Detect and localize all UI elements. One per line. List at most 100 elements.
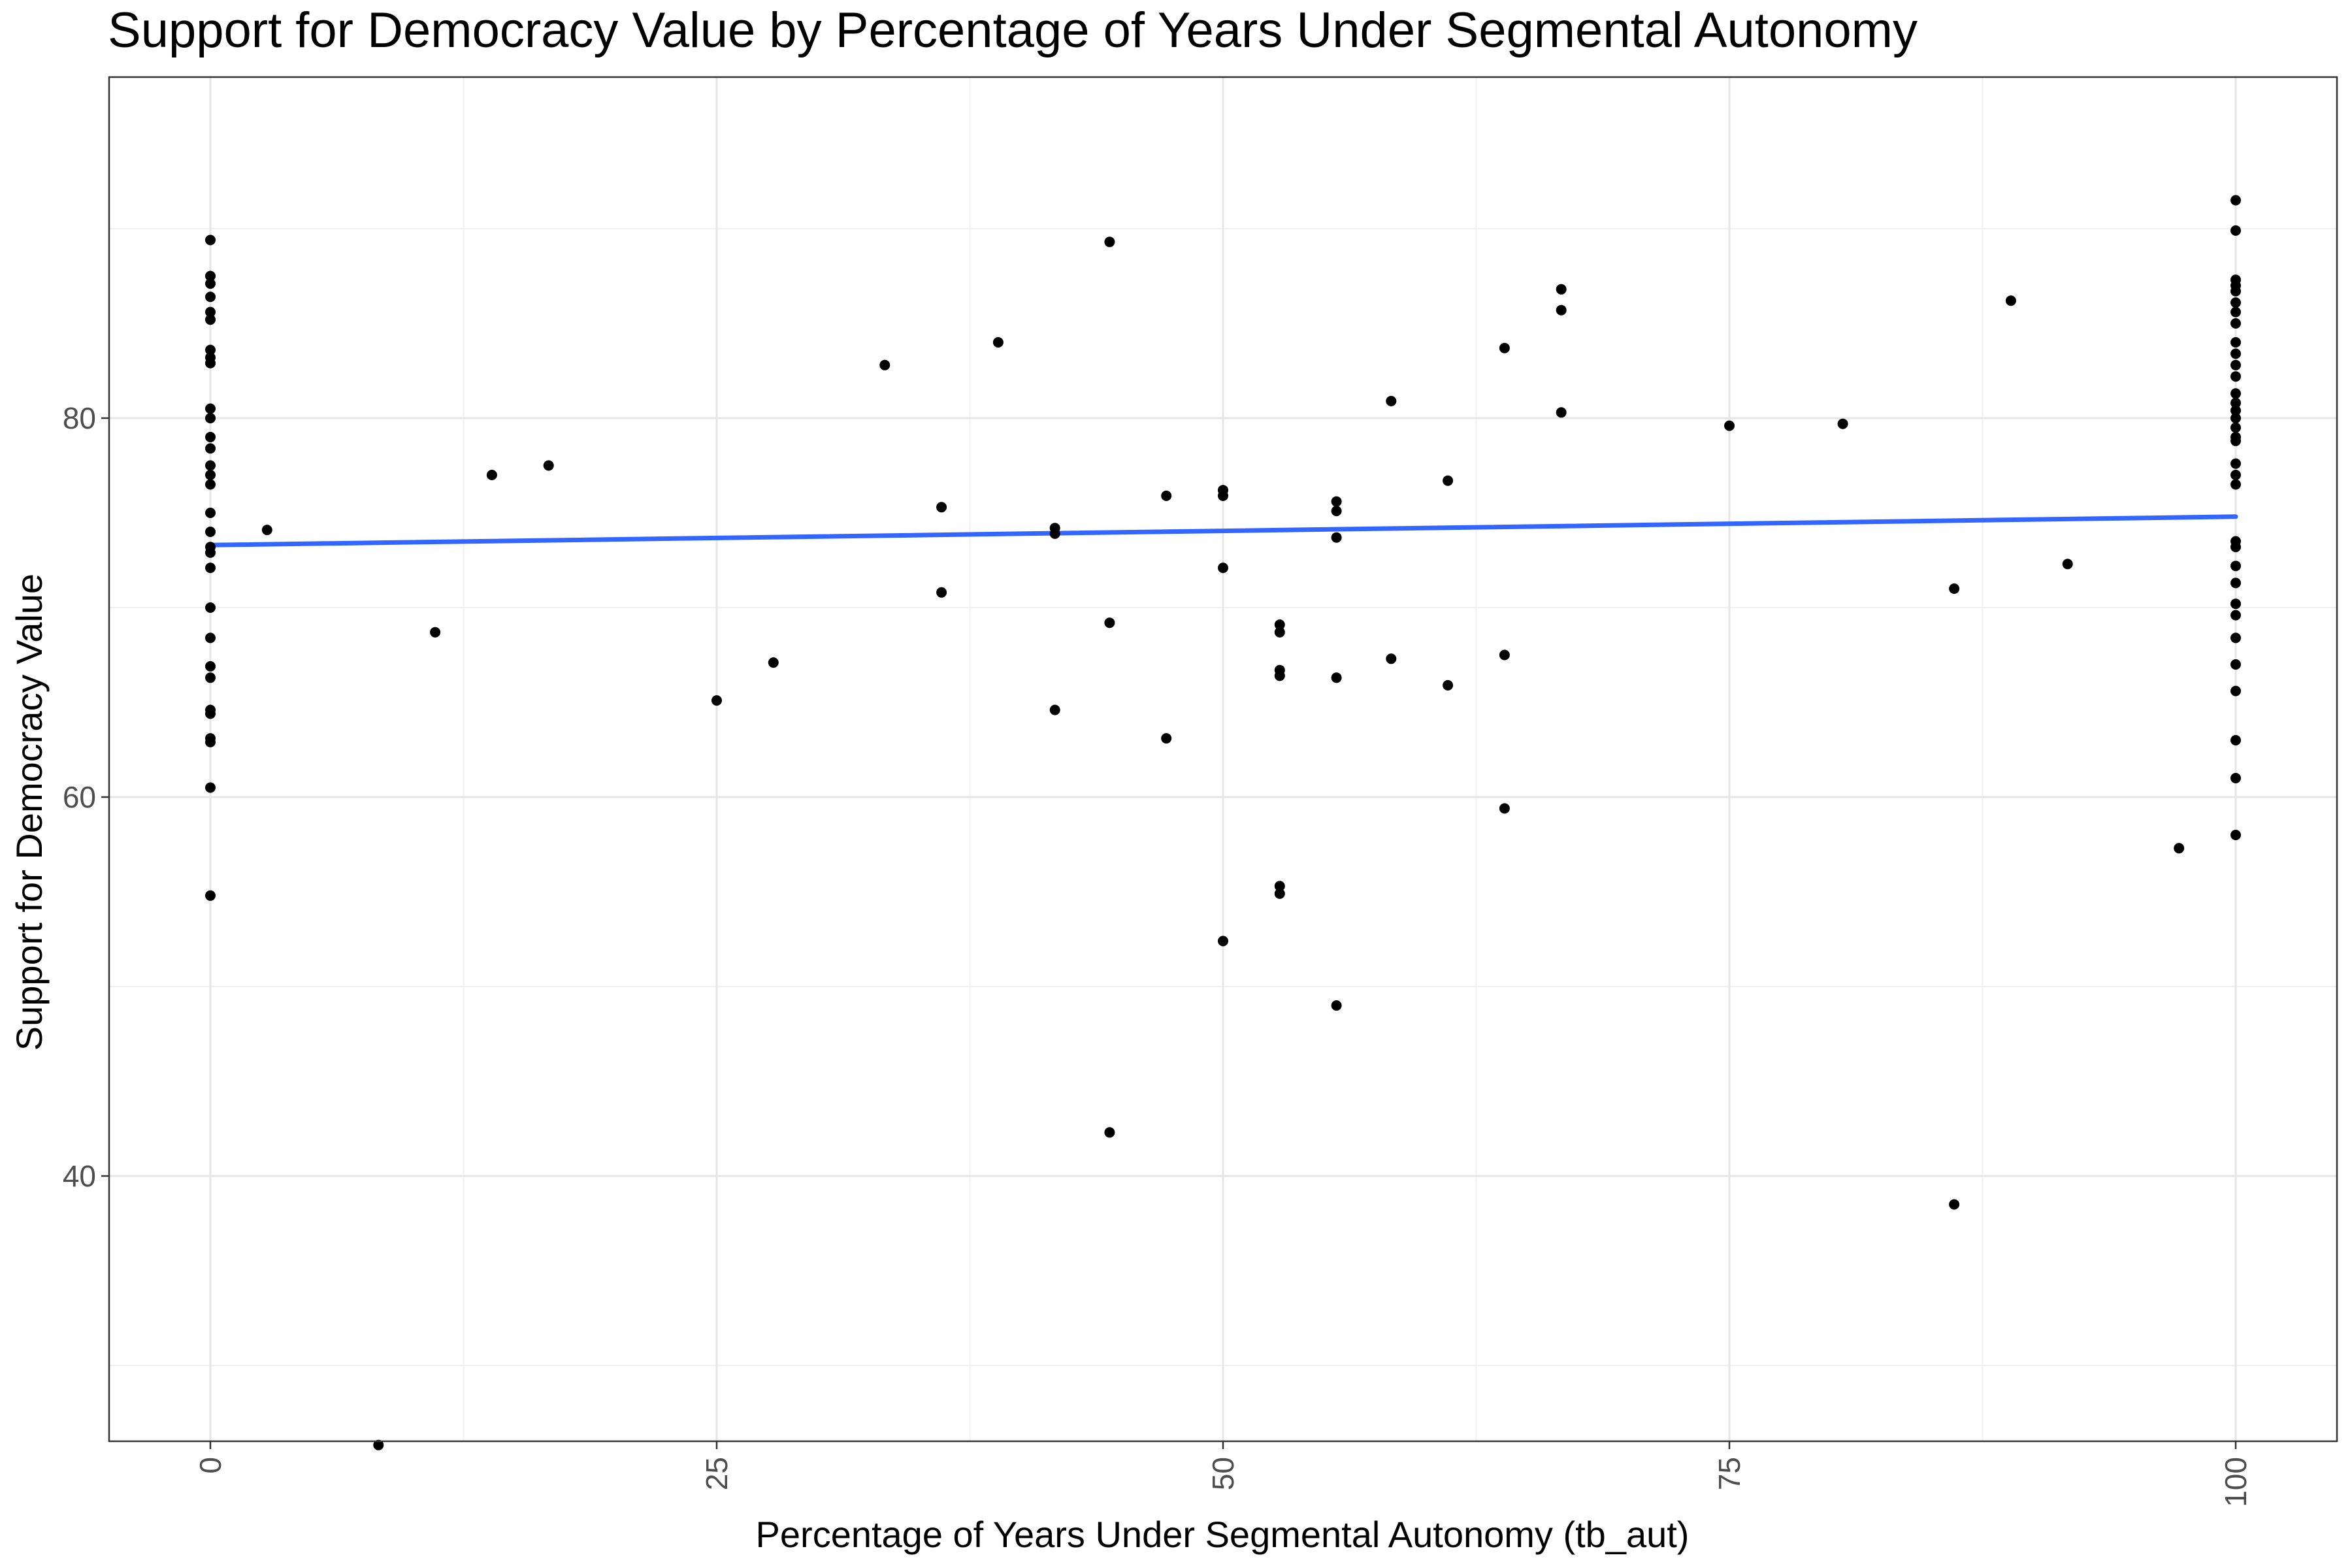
data-point bbox=[2230, 422, 2241, 433]
data-point bbox=[1443, 679, 1454, 691]
data-point bbox=[205, 527, 216, 537]
data-point bbox=[2230, 542, 2241, 553]
data-point bbox=[1331, 672, 1342, 683]
data-point bbox=[1499, 803, 1510, 814]
data-point bbox=[205, 443, 216, 454]
data-point bbox=[2230, 318, 2241, 329]
data-point bbox=[1949, 1199, 1960, 1210]
chart-title: Support for Democracy Value by Percentag… bbox=[108, 3, 1918, 58]
data-point bbox=[205, 357, 216, 368]
data-point bbox=[205, 661, 216, 672]
data-point bbox=[2230, 337, 2241, 348]
x-tick-label: 75 bbox=[1712, 1457, 1746, 1490]
data-point bbox=[205, 602, 216, 613]
data-point bbox=[2230, 359, 2241, 370]
data-point bbox=[430, 627, 441, 638]
data-point bbox=[261, 525, 272, 536]
data-point bbox=[2230, 598, 2241, 610]
data-point bbox=[205, 470, 216, 480]
data-point bbox=[373, 1439, 384, 1450]
data-point bbox=[2005, 295, 2016, 306]
data-point bbox=[205, 306, 216, 318]
data-point bbox=[1274, 619, 1285, 630]
data-point bbox=[1218, 563, 1228, 574]
data-point bbox=[768, 657, 779, 668]
data-point bbox=[2230, 435, 2241, 446]
data-point bbox=[1049, 704, 1060, 715]
data-point bbox=[205, 547, 216, 558]
data-point bbox=[2230, 286, 2241, 297]
data-point bbox=[1104, 237, 1115, 248]
data-point bbox=[2230, 610, 2241, 621]
data-point bbox=[1499, 342, 1510, 353]
data-point bbox=[205, 563, 216, 574]
data-point bbox=[1161, 490, 1172, 501]
data-point bbox=[205, 314, 216, 325]
data-point bbox=[2230, 297, 2241, 308]
data-point bbox=[205, 890, 216, 901]
data-point bbox=[2230, 735, 2241, 745]
data-point bbox=[2230, 306, 2241, 318]
data-point bbox=[2062, 559, 2073, 570]
data-point bbox=[1274, 627, 1285, 638]
data-point bbox=[2230, 388, 2241, 399]
y-tick-label: 60 bbox=[63, 780, 96, 814]
data-points bbox=[205, 195, 2241, 1450]
data-point bbox=[1218, 490, 1228, 501]
x-axis: 0 25 50 75 100 bbox=[193, 1441, 2253, 1507]
data-point bbox=[205, 432, 216, 442]
data-point bbox=[205, 782, 216, 793]
data-point bbox=[711, 695, 722, 706]
data-point bbox=[2230, 195, 2241, 206]
x-tick-label: 50 bbox=[1206, 1457, 1240, 1490]
data-point bbox=[1104, 1127, 1115, 1138]
data-point bbox=[1386, 653, 1397, 664]
data-point bbox=[2230, 578, 2241, 589]
data-point bbox=[1724, 420, 1735, 431]
data-point bbox=[205, 403, 216, 414]
data-point bbox=[2230, 458, 2241, 469]
data-point bbox=[205, 460, 216, 471]
data-point bbox=[2230, 405, 2241, 416]
y-axis-label: Support for Democracy Value bbox=[8, 574, 50, 1051]
x-axis-label: Percentage of Years Under Segmental Auto… bbox=[756, 1514, 1690, 1555]
data-point bbox=[205, 632, 216, 644]
data-point bbox=[2230, 413, 2241, 423]
data-point bbox=[1331, 532, 1342, 543]
y-tick-label: 40 bbox=[63, 1159, 96, 1193]
data-point bbox=[205, 508, 216, 518]
data-point bbox=[2230, 348, 2241, 359]
data-point bbox=[2230, 397, 2241, 408]
y-axis: 40 60 80 bbox=[63, 401, 109, 1193]
data-point bbox=[1274, 888, 1285, 899]
data-point bbox=[1443, 475, 1454, 486]
data-point bbox=[1949, 583, 1960, 594]
data-point bbox=[2230, 830, 2241, 840]
data-point bbox=[205, 291, 216, 302]
data-point bbox=[2230, 470, 2241, 480]
data-point bbox=[2230, 773, 2241, 783]
data-point bbox=[1331, 496, 1342, 507]
data-point bbox=[205, 344, 216, 355]
data-point bbox=[1274, 670, 1285, 681]
data-point bbox=[205, 413, 216, 423]
data-point bbox=[1274, 881, 1285, 892]
y-tick-label: 80 bbox=[63, 401, 96, 435]
data-point bbox=[2230, 479, 2241, 490]
x-tick-label: 25 bbox=[700, 1457, 734, 1490]
data-point bbox=[2174, 843, 2185, 854]
data-point bbox=[205, 270, 216, 282]
data-point bbox=[936, 587, 947, 598]
data-point bbox=[936, 502, 947, 513]
data-point bbox=[1331, 506, 1342, 517]
data-point bbox=[1161, 733, 1172, 744]
data-point bbox=[205, 672, 216, 683]
regression-fit-line bbox=[208, 514, 2238, 547]
data-point bbox=[1218, 936, 1228, 947]
data-point bbox=[1837, 418, 1848, 429]
data-point bbox=[1556, 284, 1567, 295]
data-point bbox=[1049, 528, 1060, 539]
data-point bbox=[2230, 632, 2241, 644]
data-point bbox=[486, 470, 497, 480]
data-point bbox=[1499, 649, 1510, 661]
